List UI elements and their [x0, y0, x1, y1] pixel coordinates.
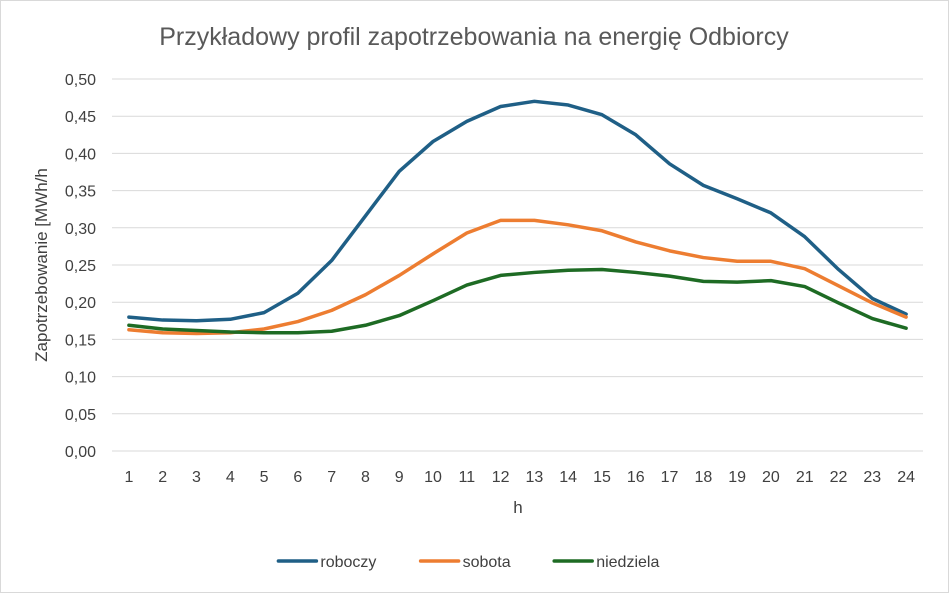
gridlines	[112, 78, 923, 452]
x-tick-label: 18	[694, 469, 712, 486]
series-line-niedziela	[127, 267, 908, 335]
x-tick-label: 23	[863, 469, 881, 486]
y-tick-label: 0,50	[65, 72, 96, 89]
x-tick-label: 5	[260, 469, 269, 486]
x-tick-label: 10	[424, 469, 442, 486]
y-tick-label: 0,20	[65, 295, 96, 312]
y-axis-title: Zapotrzebowanie [MWh/h	[32, 168, 51, 362]
x-tick-label: 16	[627, 469, 645, 486]
y-tick-label: 0,10	[65, 370, 96, 387]
x-tick-label: 13	[525, 469, 543, 486]
legend-item-roboczy: roboczy	[276, 554, 376, 571]
x-tick-label: 3	[192, 469, 201, 486]
series-line-sobota	[127, 218, 908, 336]
y-tick-label: 0,25	[65, 258, 96, 275]
y-tick-label: 0,40	[65, 146, 96, 163]
chart-title: Przykładowy profil zapotrzebowania na en…	[159, 23, 789, 51]
y-tick-label: 0,05	[65, 407, 96, 424]
legend: roboczy sobota niedziela	[276, 554, 659, 571]
x-tick-label: 8	[361, 469, 370, 486]
legend-label: roboczy	[320, 554, 376, 571]
y-tick-label: 0,15	[65, 332, 96, 349]
x-tick-label: 11	[459, 469, 476, 486]
x-tick-label: 4	[226, 469, 235, 486]
x-tick-label: 14	[559, 469, 577, 486]
y-tick-label: 0,00	[65, 444, 96, 461]
x-tick-label: 19	[728, 469, 746, 486]
x-tick-label: 24	[897, 469, 915, 486]
x-axis-ticks: 1 2 3 4 5 6 7 8 9 10 11 12 13 14 15 16 17 18 19 20 21 22 23 24	[124, 469, 915, 486]
x-tick-label: 2	[158, 469, 167, 486]
x-tick-label: 9	[395, 469, 404, 486]
x-tick-label: 1	[124, 469, 133, 486]
series-line-roboczy	[127, 99, 908, 323]
x-axis-title: h	[513, 498, 522, 517]
y-tick-label: 0,30	[65, 221, 96, 238]
legend-label: sobota	[463, 554, 511, 571]
x-tick-label: 15	[593, 469, 611, 486]
legend-item-sobota: sobota	[418, 554, 511, 571]
x-tick-label: 12	[492, 469, 510, 486]
x-tick-label: 6	[293, 469, 302, 486]
x-tick-label: 7	[327, 469, 336, 486]
plot-series	[127, 99, 908, 336]
legend-item-niedziela: niedziela	[552, 554, 659, 571]
y-tick-label: 0,35	[65, 184, 96, 201]
x-tick-label: 20	[762, 469, 780, 486]
x-tick-label: 22	[830, 469, 848, 486]
x-tick-label: 17	[661, 469, 679, 486]
x-tick-label: 21	[796, 469, 814, 486]
legend-label: niedziela	[596, 554, 659, 571]
y-axis-ticks: 0,00 0,05 0,10 0,15 0,20 0,25 0,30 0,35 0,40 0,45…	[65, 72, 96, 461]
y-tick-label: 0,45	[65, 109, 96, 126]
